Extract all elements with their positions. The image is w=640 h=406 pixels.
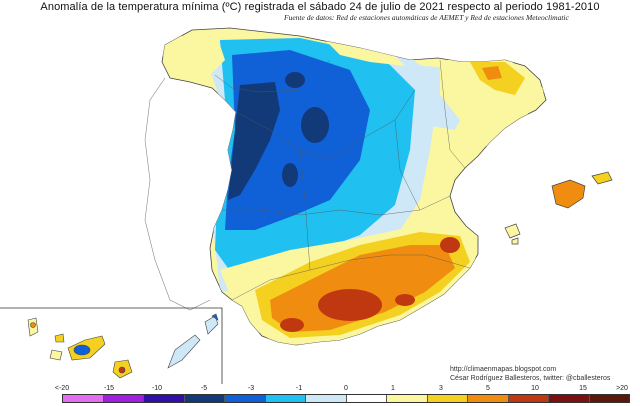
formentera [511, 237, 519, 245]
la-palma-hot [30, 322, 36, 328]
legend-swatch [346, 395, 387, 402]
credit-author: César Rodríguez Ballesteros, twitter: @c… [450, 375, 611, 382]
lanzarote-north [211, 313, 219, 321]
legend-tick: -3 [247, 385, 255, 392]
hot-core-cadiz [280, 318, 304, 332]
legend-tick: 15 [579, 385, 587, 392]
legend-tick: 1 [391, 385, 395, 392]
menorca [591, 171, 613, 185]
zone-ebro-yellow [440, 60, 545, 175]
legend-tick: >20 [616, 385, 628, 392]
hot-core-andalusia [318, 289, 382, 321]
legend-swatch [63, 395, 104, 402]
legend-swatch [265, 395, 306, 402]
zone-dark-navy [228, 82, 280, 200]
zone-galicia-coast [162, 30, 225, 78]
region-borders [214, 59, 471, 301]
legend-color-bar [62, 394, 630, 403]
legend-tick: 10 [531, 385, 539, 392]
zone-cantabrian [325, 40, 405, 66]
legend-swatch [225, 395, 266, 402]
legend-tick: -15 [103, 385, 115, 392]
hot-core-murcia [440, 237, 460, 253]
balearic-islands [504, 171, 613, 245]
hot-core-granada [395, 294, 415, 306]
legend-swatch [103, 395, 144, 402]
tenerife-center [73, 344, 91, 356]
cold-core-south [282, 163, 298, 187]
legend-tick: 5 [486, 385, 490, 392]
la-gomera [54, 333, 65, 343]
legend-tick: -5 [200, 385, 208, 392]
legend-swatch [468, 395, 509, 402]
legend-swatch [387, 395, 428, 402]
legend-swatch [184, 395, 225, 402]
fuerteventura [167, 334, 201, 369]
legend-tick: 0 [344, 385, 348, 392]
map-subtitle: Fuente de datos: Red de estaciones autom… [284, 13, 569, 22]
legend-swatch [508, 395, 549, 402]
color-legend: <-20 -15 -10 -5 -3 -1 0 1 3 5 10 15 >20 [55, 385, 630, 405]
legend-tick: -1 [295, 385, 303, 392]
legend-swatch [306, 395, 347, 402]
legend-tick: <-20 [54, 385, 70, 392]
cold-core-center [301, 107, 329, 143]
cold-core-north [285, 72, 305, 88]
legend-swatch [144, 395, 185, 402]
credit-website: http://climaenmapas.blogspot.com [450, 366, 557, 373]
canary-inset [0, 307, 223, 384]
peninsula [161, 27, 547, 346]
lanzarote [204, 315, 219, 335]
map-title: Anomalía de la temperatura mínima (ºC) r… [40, 1, 600, 13]
portugal-outline [144, 77, 211, 311]
ibiza [504, 223, 521, 239]
legend-swatch [427, 395, 468, 402]
legend-tick: 3 [439, 385, 443, 392]
zone-ne-orange [482, 66, 502, 80]
legend-tick: -10 [151, 385, 163, 392]
el-hierro [49, 349, 63, 361]
gran-canaria-hot [118, 366, 126, 374]
legend-swatch [549, 395, 590, 402]
legend-swatch [589, 395, 629, 402]
zone-south-orange [270, 245, 455, 332]
canary-frame [0, 307, 223, 384]
mallorca [551, 179, 586, 209]
